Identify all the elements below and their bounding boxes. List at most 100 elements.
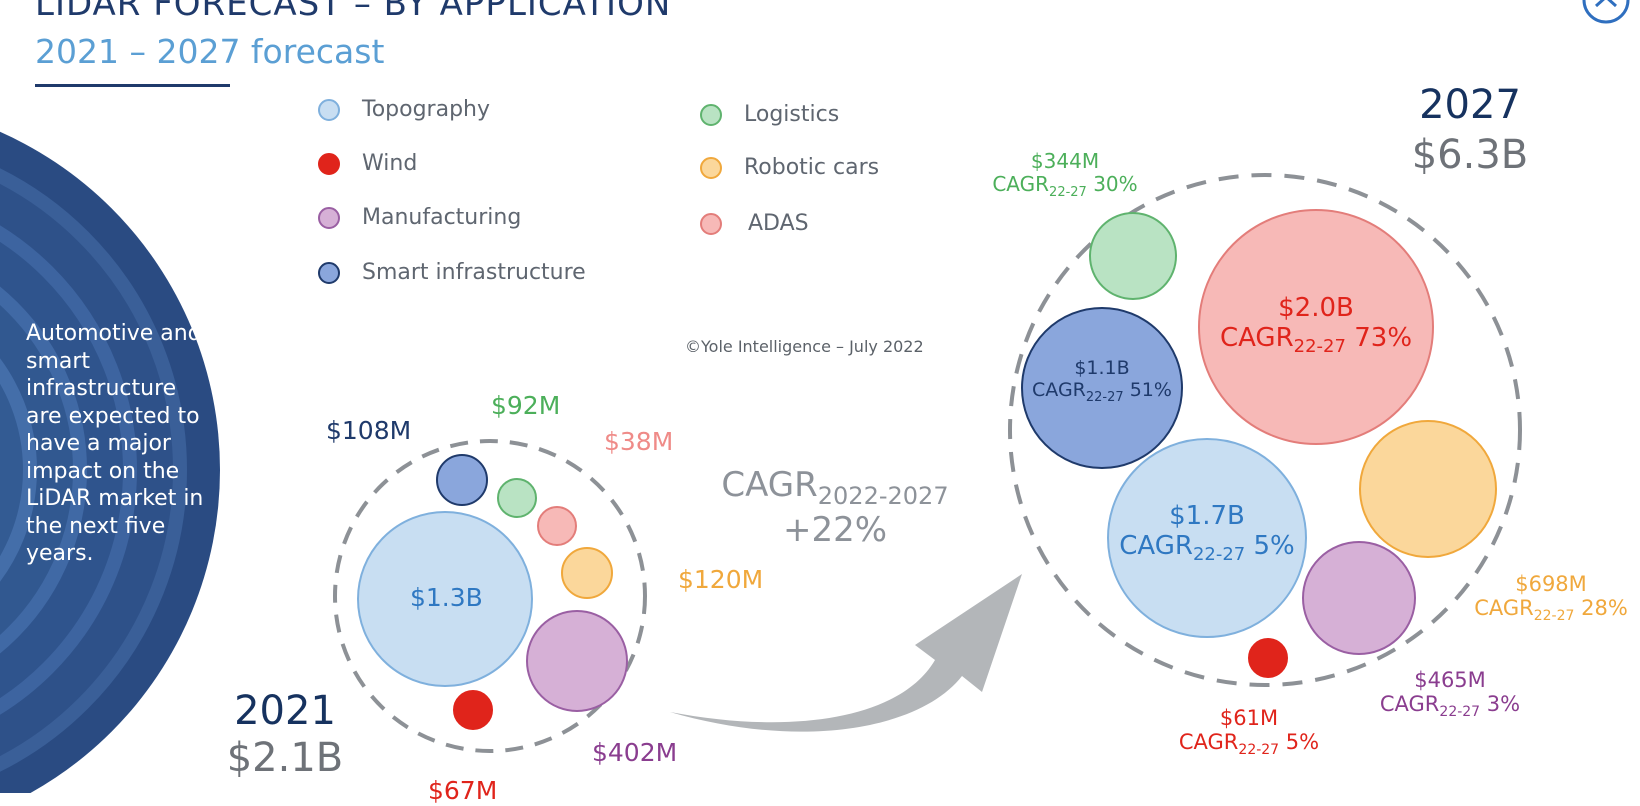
cagr-value: 73% [1354,322,1413,353]
bubble-2021-topography [357,511,533,687]
cagr-value: 51% [1129,378,1172,401]
label-2021-adas: $38M [604,427,674,456]
group-2021-outline [333,439,647,753]
label-2021-smart-infrastructure: $108M [326,416,412,445]
adas-swatch-icon [700,212,722,235]
cagr-value: 28% [1581,596,1628,621]
bubble-2027-logistics [1089,212,1177,300]
cagr-period: 2022-2027 [817,481,949,510]
total-2027: $6.3B [1411,132,1529,178]
value-text: $698M [1515,572,1587,596]
bubble-2027-smart-infrastructure [1021,307,1183,469]
side-panel-text: Automotive and smart infrastructure are … [26,321,204,566]
legend-label: Wind [362,151,418,176]
bubble-2027-wind [1248,638,1288,678]
cagr-prefix: CAGR [1032,378,1086,401]
cagr-line: CAGR22-27 51% [1027,378,1177,406]
cagr-prefix: CAGR [992,172,1050,196]
cagr-line: CAGR22-27 5% [1102,530,1312,566]
circle-chevron-up-icon[interactable] [1582,0,1630,26]
bubble-2021-robotic-cars [561,547,613,599]
label-2021-manufacturing: $402M [592,738,678,767]
topography-swatch-icon [318,98,340,121]
cagr-period: 22-27 [1533,608,1575,625]
legend-label: Logistics [744,102,840,127]
cagr-period: 22-27 [1293,336,1346,358]
year-2021: 2021 [234,688,336,734]
value-text: $1.1B [1074,357,1130,379]
growth-arrow [670,574,1022,732]
copyright-text: ©Yole Intelligence – July 2022 [685,337,924,356]
label-2021-topography: $1.3B [410,583,483,612]
cagr-line: CAGR22-27 73% [1211,322,1421,358]
cagr-prefix: CAGR [1379,692,1440,717]
cagr-prefix: CAGR [1219,322,1294,353]
value-text: $61M [1219,706,1279,730]
year-2027: 2027 [1419,82,1521,128]
smart-infrastructure-swatch-icon [318,261,340,284]
bubble-2021-manufacturing [526,610,628,712]
cagr-line: CAGR22-27 28% [1462,596,1640,624]
bubble-2021-adas [537,506,577,546]
bubble-2027-manufacturing [1302,541,1416,655]
value-text: $2.0B [1278,293,1354,323]
value-text: $465M [1414,668,1486,692]
label-2021-robotic-cars: $120M [678,565,764,594]
legend-item-manufacturing: Manufacturing [318,205,521,230]
cagr-prefix: CAGR [721,465,818,505]
label-2027-robotic-cars: $698M CAGR22-27 28% [1462,572,1640,624]
label-2027-adas: $2.0B CAGR22-27 73% [1211,293,1421,358]
cagr-period: 22-27 [1238,742,1280,759]
bubble-2021-logistics [497,478,537,518]
bubble-2027-robotic-cars [1359,420,1497,558]
cagr-line: CAGR22-27 5% [1164,730,1334,758]
legend-label: ADAS [748,211,809,236]
bubble-2021-smart-infrastructure [436,454,488,506]
label-2021-wind: $67M [428,776,498,805]
logistics-swatch-icon [700,103,722,126]
bubble-2027-topography [1107,438,1307,638]
legend-label: Manufacturing [362,205,522,230]
legend-item-adas: ADAS [700,211,809,236]
legend-item-smart-infrastructure: Smart infrastructure [318,260,586,285]
page-subtitle: 2021 – 2027 forecast [35,32,385,71]
label-2021-logistics: $92M [491,391,561,420]
overall-cagr: CAGR2022-2027 +22% [720,465,950,550]
label-2027-smart-infrastructure: $1.1B CAGR22-27 51% [1027,357,1177,406]
cagr-prefix: CAGR [1119,530,1193,561]
legend-label: Smart infrastructure [362,260,586,285]
cagr-value: 5% [1253,530,1295,561]
cagr-period: 22-27 [1439,704,1481,721]
cagr-period: 22-27 [1192,544,1246,566]
cagr-prefix: CAGR [1474,596,1534,621]
legend-label: Robotic cars [744,155,880,180]
legend-item-wind: Wind [318,151,417,176]
title-underline [35,84,230,87]
label-2027-logistics: $344M CAGR22-27 30% [990,150,1140,201]
label-2027-topography: $1.7B CAGR22-27 5% [1102,501,1312,566]
cagr-line: CAGR22-27 30% [990,173,1140,201]
bubble-2021-wind [453,690,493,730]
manufacturing-swatch-icon [318,206,340,229]
cagr-value: 30% [1093,172,1138,196]
cagr-period: 22-27 [1049,185,1087,200]
group-2027-outline [1008,173,1522,687]
legend-label: Topography [362,97,491,122]
wind-swatch-icon [318,152,340,175]
value-text: $1.7B [1169,501,1245,531]
legend-item-topography: Topography [318,97,490,122]
label-2027-wind: $61M CAGR22-27 5% [1164,706,1334,758]
legend-item-logistics: Logistics [700,102,839,127]
cagr-line: CAGR22-27 3% [1365,692,1535,720]
robotic-cars-swatch-icon [700,156,722,179]
side-rings [0,131,220,793]
value-text: $344M [1030,149,1100,173]
cagr-value: +22% [782,509,888,550]
total-2021: $2.1B [226,735,344,781]
bubble-2027-adas [1198,209,1434,445]
legend-item-robotic-cars: Robotic cars [700,155,879,180]
cagr-value: 5% [1285,730,1320,755]
label-2027-manufacturing: $465M CAGR22-27 3% [1365,668,1535,720]
cagr-value: 3% [1486,692,1521,717]
